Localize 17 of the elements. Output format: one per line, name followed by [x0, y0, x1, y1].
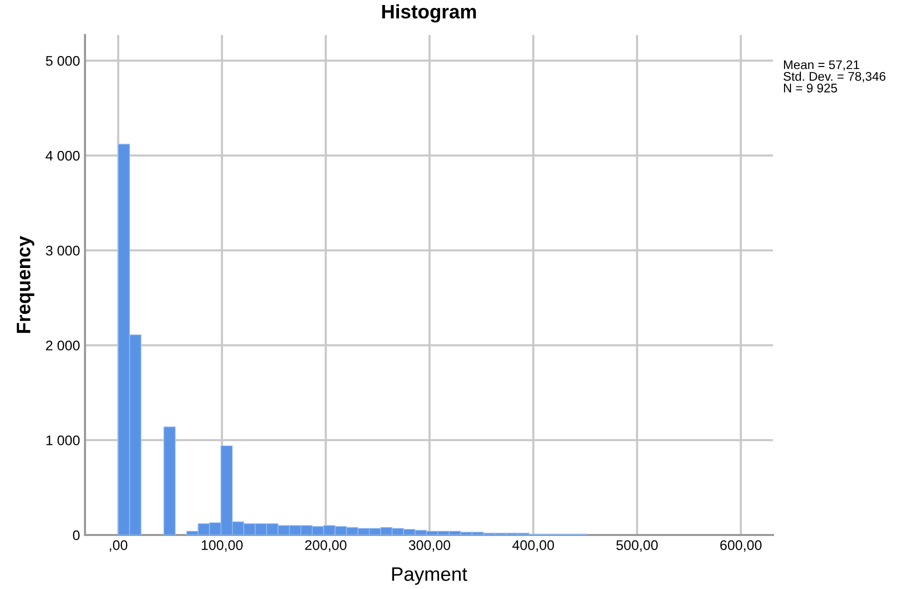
- x-axis-title: Payment: [392, 567, 468, 585]
- y-tick-label: 0: [72, 530, 80, 540]
- x-tick-label: 500,00: [616, 540, 658, 552]
- x-tick-label: 300,00: [408, 540, 450, 552]
- x-tick-label: 400,00: [512, 540, 554, 552]
- x-tick-label: ,00: [110, 540, 128, 552]
- text: Mean = 57,21 Std. Dev. = 78,346 N = 9 925: [784, 60, 886, 92]
- y-tick-label: 3 000: [46, 246, 80, 256]
- y-axis-title: Frequency: [16, 236, 34, 333]
- x-tick-label: 600,00: [720, 540, 762, 552]
- x-tick-label: 100,00: [202, 540, 243, 552]
- chart-title: Histogram: [382, 4, 476, 22]
- y-tick-label: 2 000: [46, 340, 80, 350]
- y-tick-label: 1 000: [46, 435, 80, 446]
- y-tick-label: 5 000: [46, 56, 80, 66]
- y-tick-label: 4 000: [46, 150, 80, 161]
- x-tick-label: 200,00: [305, 540, 346, 552]
